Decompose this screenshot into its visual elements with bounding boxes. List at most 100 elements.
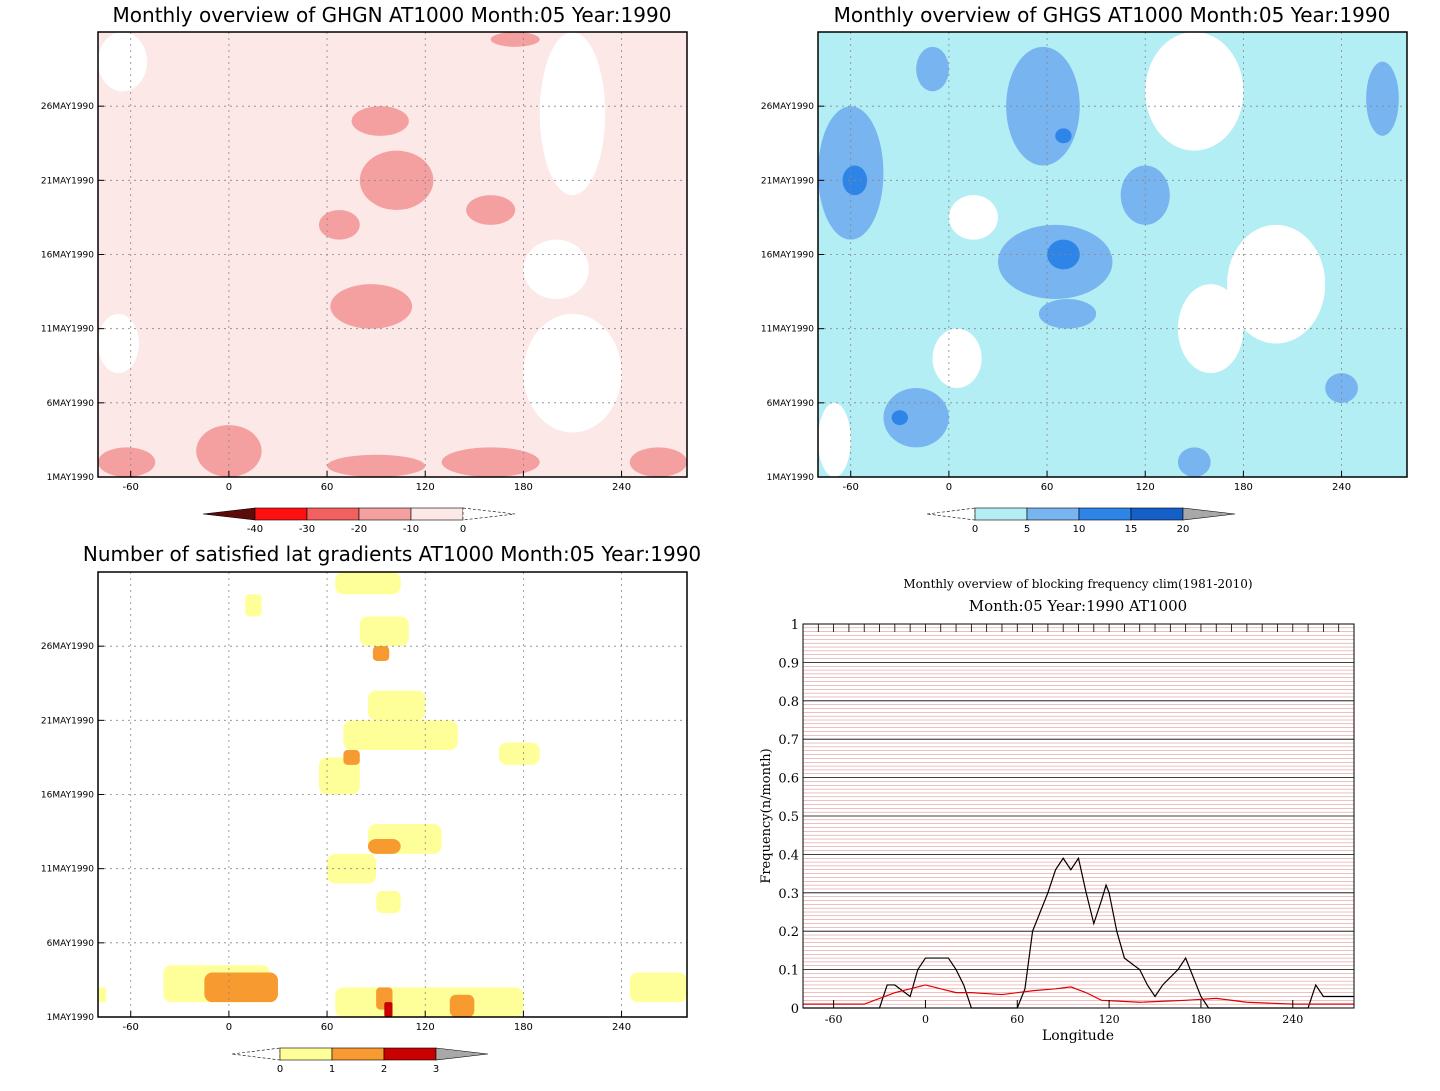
y-tick-label: 6MAY1990 [767,399,815,409]
x-tick-label: 120 [1136,482,1155,493]
x-tick-label: 120 [416,482,435,493]
colorbar-tick-label: -20 [351,524,367,535]
colorbar-tick-label: 15 [1125,524,1138,535]
contour-region [359,616,409,647]
x-tick-label: 180 [1190,1013,1211,1026]
x-tick-label: 60 [321,482,334,493]
x-tick-label: 240 [612,482,631,493]
y-tick-label: 6MAY1990 [47,939,95,949]
colorbar-tick-label: 5 [1024,524,1030,535]
colorbar-tick-label: -30 [299,524,315,535]
ghgs-grid [818,32,1407,477]
colorbar-high-arrow [462,507,516,521]
x-tick-label: 60 [1010,1013,1024,1026]
y-tick-label: 26MAY1990 [761,102,814,112]
colorbar-segment [1078,507,1132,521]
y-tick-label: 26MAY1990 [41,102,94,112]
contour-region [367,690,426,721]
x-tick-label: -60 [843,482,859,493]
gap-region [818,402,851,477]
ghgs-title: Monthly overview of GHGS AT1000 Month:05… [834,3,1391,27]
y-tick-label: 0.8 [778,695,799,710]
colorbar-high-arrow [435,1047,489,1061]
gap-region [98,313,139,374]
x-tick-label: 180 [1234,482,1253,493]
gap-region [948,195,998,240]
lat-gradients-y-ticks: 1MAY1990 6MAY1990 11MAY1990 16MAY1990 21MAY1… [41,642,104,1023]
contour-region [204,972,278,1003]
gap-region [1227,224,1326,344]
contour-region [498,742,540,765]
x-tick-label: 0 [946,482,952,493]
blocking-frequency-panel: Monthly overview of blocking frequency c… [759,577,1355,1044]
blocking-title: Monthly overview of blocking frequency c… [903,577,1252,591]
contour-region [98,447,156,477]
y-tick-label: 0.1 [778,964,799,979]
blocking-ylabel: Frequency(n/month) [759,748,774,883]
y-tick-label: 1MAY1990 [47,473,95,483]
x-tick-label: 180 [514,1022,533,1033]
colorbar-segment [254,507,308,521]
colorbar-tick-label: 0 [972,524,978,535]
blocking-grid [802,623,1355,1009]
y-tick-label: 16MAY1990 [41,791,94,801]
ghgn-panel: Monthly overview of GHGN AT1000 Month:05… [41,3,688,535]
colorbar-segment [1130,507,1184,521]
contour-region [335,572,401,595]
y-tick-label: 11MAY1990 [761,325,814,335]
x-tick-label: 240 [612,1022,631,1033]
gap-region [523,239,589,299]
ghgs-panel: Monthly overview of GHGS AT1000 Month:05… [761,3,1408,535]
colorbar-tick-label: -10 [403,524,419,535]
y-tick-label: 26MAY1990 [41,642,94,652]
colorbar-tick-label: 0 [460,524,466,535]
contour-region [891,410,908,426]
colorbar-low-arrow [202,507,256,521]
blocking-xlabel: Longitude [1042,1028,1114,1044]
colorbar-tick-label: 1 [329,1064,335,1075]
contour-region [335,987,524,1017]
contour-region [490,32,540,47]
x-tick-label: 240 [1332,482,1351,493]
contour-region [98,987,107,1003]
contour-region [196,425,262,477]
x-tick-label: 180 [514,482,533,493]
x-tick-label: 0 [922,1013,929,1026]
x-tick-label: 120 [416,1022,435,1033]
y-tick-label: 16MAY1990 [41,251,94,261]
contour-region [351,106,409,136]
contour-region [359,150,434,210]
contour-region [343,720,458,750]
y-tick-label: 0.9 [778,656,799,671]
y-tick-label: 0.7 [778,733,799,748]
x-tick-label: 60 [321,1022,334,1033]
colorbar-tick-label: 2 [381,1064,387,1075]
colorbar-segment [383,1047,437,1061]
x-tick-label: 240 [1282,1013,1303,1026]
lat-gradients-title: Number of satisfied lat gradients AT1000… [83,542,701,566]
blocking-series [803,856,1354,1009]
colorbar-segment [1026,507,1080,521]
y-tick-label: 6MAY1990 [47,399,95,409]
y-tick-label: 0.5 [778,810,799,825]
lat-gradients-regions [98,572,687,1017]
gap-region [523,313,622,433]
contour-region [376,890,401,914]
colorbar-tick-label: 0 [277,1064,283,1075]
lat-gradients-panel: Number of satisfied lat gradients AT1000… [41,542,701,1075]
contour-region [1047,239,1080,270]
y-tick-label: 0.4 [778,848,799,863]
y-tick-label: 0.3 [778,887,799,902]
x-tick-label: 120 [1099,1013,1120,1026]
contour-region [1177,447,1211,477]
contour-region [318,210,360,240]
lat-gradients-colorbar: 0 1 2 3 [231,1047,489,1075]
contour-region [330,284,413,329]
contour-region [327,454,426,477]
contour-region [916,46,949,92]
ghgs-y-ticks: 1MAY1990 6MAY1990 11MAY1990 16MAY1990 21MAY1… [761,102,824,483]
contour-region [1366,61,1399,136]
contour-region [1055,128,1072,144]
gap-region [1177,284,1244,374]
